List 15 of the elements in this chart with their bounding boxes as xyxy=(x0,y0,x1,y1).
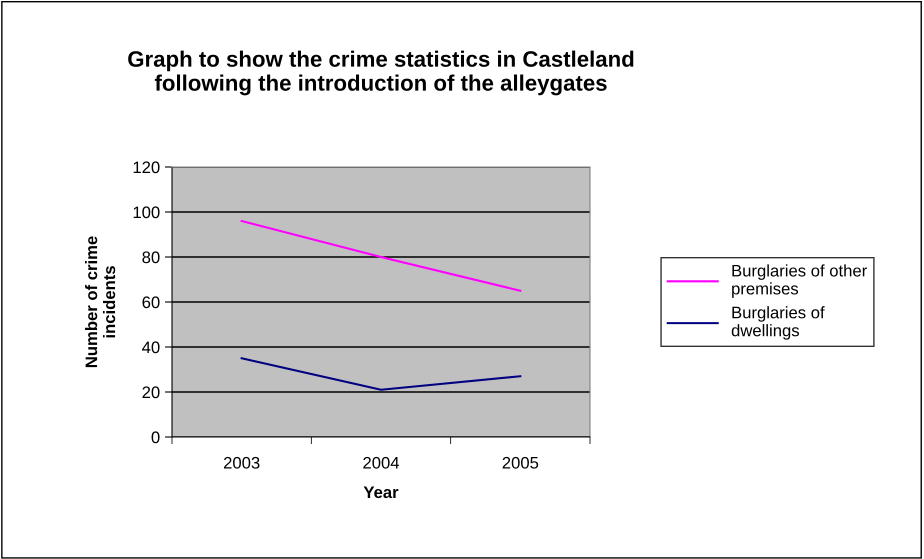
y-tick-label: 120 xyxy=(134,161,160,174)
y-axis-title: Number of crime incidents xyxy=(85,236,116,368)
x-axis-title: Year xyxy=(364,486,398,498)
legend-label: Burglaries of other premises xyxy=(732,264,867,298)
x-tick-label: 2005 xyxy=(502,456,538,469)
x-tick-label: 2003 xyxy=(224,456,260,469)
x-tick-label: 2004 xyxy=(363,456,400,469)
y-tick-label: 40 xyxy=(142,341,160,354)
y-tick-label: 60 xyxy=(142,296,160,308)
chart-title: Graph to show the crime statistics in Castleland following the introduction of the alleygates xyxy=(128,50,634,96)
y-tick-label: 20 xyxy=(142,386,160,398)
y-tick-label: 80 xyxy=(142,251,160,264)
legend-label: Burglaries of dwellings xyxy=(732,306,825,340)
y-tick-label: 100 xyxy=(134,206,160,218)
y-tick-label: 0 xyxy=(152,431,160,444)
